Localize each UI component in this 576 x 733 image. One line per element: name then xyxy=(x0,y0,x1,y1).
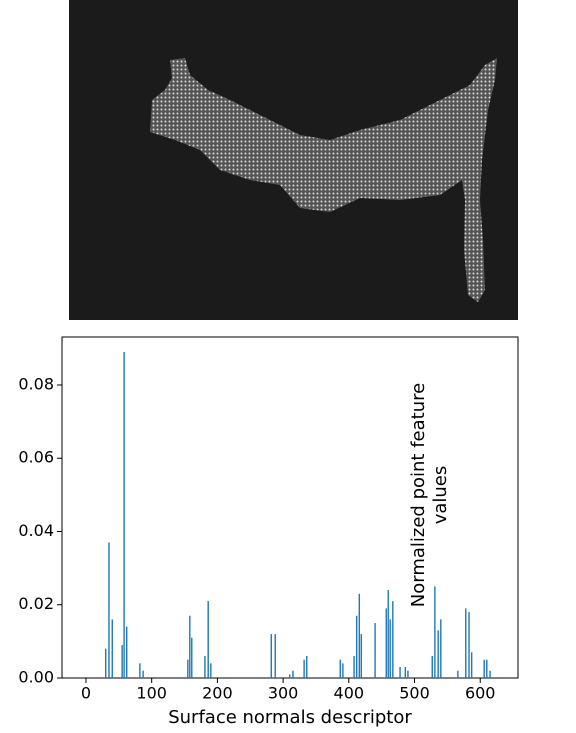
bar xyxy=(404,667,407,678)
x-tick-label: 100 xyxy=(136,684,167,703)
bar xyxy=(123,352,125,678)
y-tick-label: 0.04 xyxy=(18,521,54,540)
bar xyxy=(292,670,294,678)
x-tick-label: 600 xyxy=(465,684,496,703)
bar xyxy=(470,652,473,678)
bar xyxy=(434,586,436,678)
bar xyxy=(121,645,123,678)
bar xyxy=(407,670,409,678)
bar xyxy=(385,608,387,678)
bar xyxy=(358,593,361,678)
bar xyxy=(457,670,459,678)
bar xyxy=(288,674,291,678)
y-tick-label: 0.08 xyxy=(18,374,54,393)
point-cloud-panel xyxy=(69,0,518,320)
bar xyxy=(353,656,355,678)
bar xyxy=(126,626,128,678)
bar xyxy=(210,663,212,678)
x-tick-label: 400 xyxy=(334,684,365,703)
bar xyxy=(108,542,110,678)
bar xyxy=(387,590,389,678)
bar xyxy=(207,601,209,678)
bar xyxy=(399,667,401,678)
bar xyxy=(355,615,358,678)
bar xyxy=(274,634,276,678)
y-tick-label: 0.06 xyxy=(18,448,54,467)
bar xyxy=(142,670,144,678)
x-tick-label: 300 xyxy=(268,684,299,703)
bar xyxy=(189,615,191,678)
y-axis-label: Normalized point feature values xyxy=(408,382,451,608)
bar xyxy=(389,619,391,678)
bar xyxy=(431,656,433,678)
bar xyxy=(360,634,362,678)
y-tick-label: 0.02 xyxy=(18,594,54,613)
bar xyxy=(437,630,439,678)
bar xyxy=(204,656,206,678)
x-tick-label: 0 xyxy=(81,684,91,703)
bar xyxy=(191,637,193,678)
bar xyxy=(303,659,305,678)
bar xyxy=(392,601,394,678)
bar xyxy=(104,648,107,678)
bar xyxy=(486,659,488,678)
bar xyxy=(187,659,189,678)
bar xyxy=(339,659,341,678)
bar xyxy=(440,619,442,678)
bar xyxy=(111,619,113,678)
bar xyxy=(468,612,470,678)
x-axis-label: Surface normals descriptor xyxy=(168,707,412,728)
x-tick-label: 200 xyxy=(202,684,233,703)
y-tick-label: 0.00 xyxy=(18,668,54,687)
bar xyxy=(489,670,491,678)
bar xyxy=(306,656,308,678)
bar xyxy=(483,659,485,678)
bar xyxy=(342,663,344,678)
bar xyxy=(465,608,467,678)
x-tick-label: 500 xyxy=(399,684,430,703)
bar xyxy=(139,663,141,678)
bar xyxy=(270,634,272,678)
bar xyxy=(374,623,376,678)
